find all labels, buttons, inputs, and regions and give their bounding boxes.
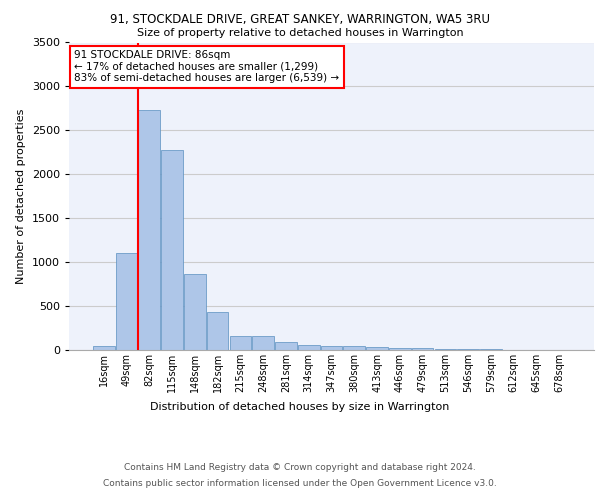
Bar: [161, 150, 183, 350]
Bar: [93, 346, 115, 350]
Bar: [434, 348, 456, 350]
Text: 91 STOCKDALE DRIVE: 86sqm
← 17% of detached houses are smaller (1,299)
83% of se: 91 STOCKDALE DRIVE: 86sqm ← 17% of detac…: [74, 50, 340, 84]
Bar: [412, 348, 433, 350]
Text: Size of property relative to detached houses in Warrington: Size of property relative to detached ho…: [137, 28, 463, 38]
Bar: [139, 110, 160, 350]
Bar: [366, 348, 388, 350]
Text: 91, STOCKDALE DRIVE, GREAT SANKEY, WARRINGTON, WA5 3RU: 91, STOCKDALE DRIVE, GREAT SANKEY, WARRI…: [110, 12, 490, 26]
Bar: [343, 346, 365, 350]
Bar: [275, 342, 297, 350]
Text: Contains HM Land Registry data © Crown copyright and database right 2024.: Contains HM Land Registry data © Crown c…: [124, 462, 476, 471]
Bar: [320, 346, 343, 350]
Bar: [230, 336, 251, 350]
Bar: [253, 336, 274, 350]
Text: Contains public sector information licensed under the Open Government Licence v3: Contains public sector information licen…: [103, 479, 497, 488]
Bar: [457, 349, 479, 350]
Bar: [389, 348, 410, 350]
Y-axis label: Number of detached properties: Number of detached properties: [16, 108, 26, 284]
Bar: [116, 254, 137, 350]
Bar: [207, 312, 229, 350]
Bar: [298, 344, 320, 350]
Bar: [184, 274, 206, 350]
Text: Distribution of detached houses by size in Warrington: Distribution of detached houses by size …: [151, 402, 449, 412]
